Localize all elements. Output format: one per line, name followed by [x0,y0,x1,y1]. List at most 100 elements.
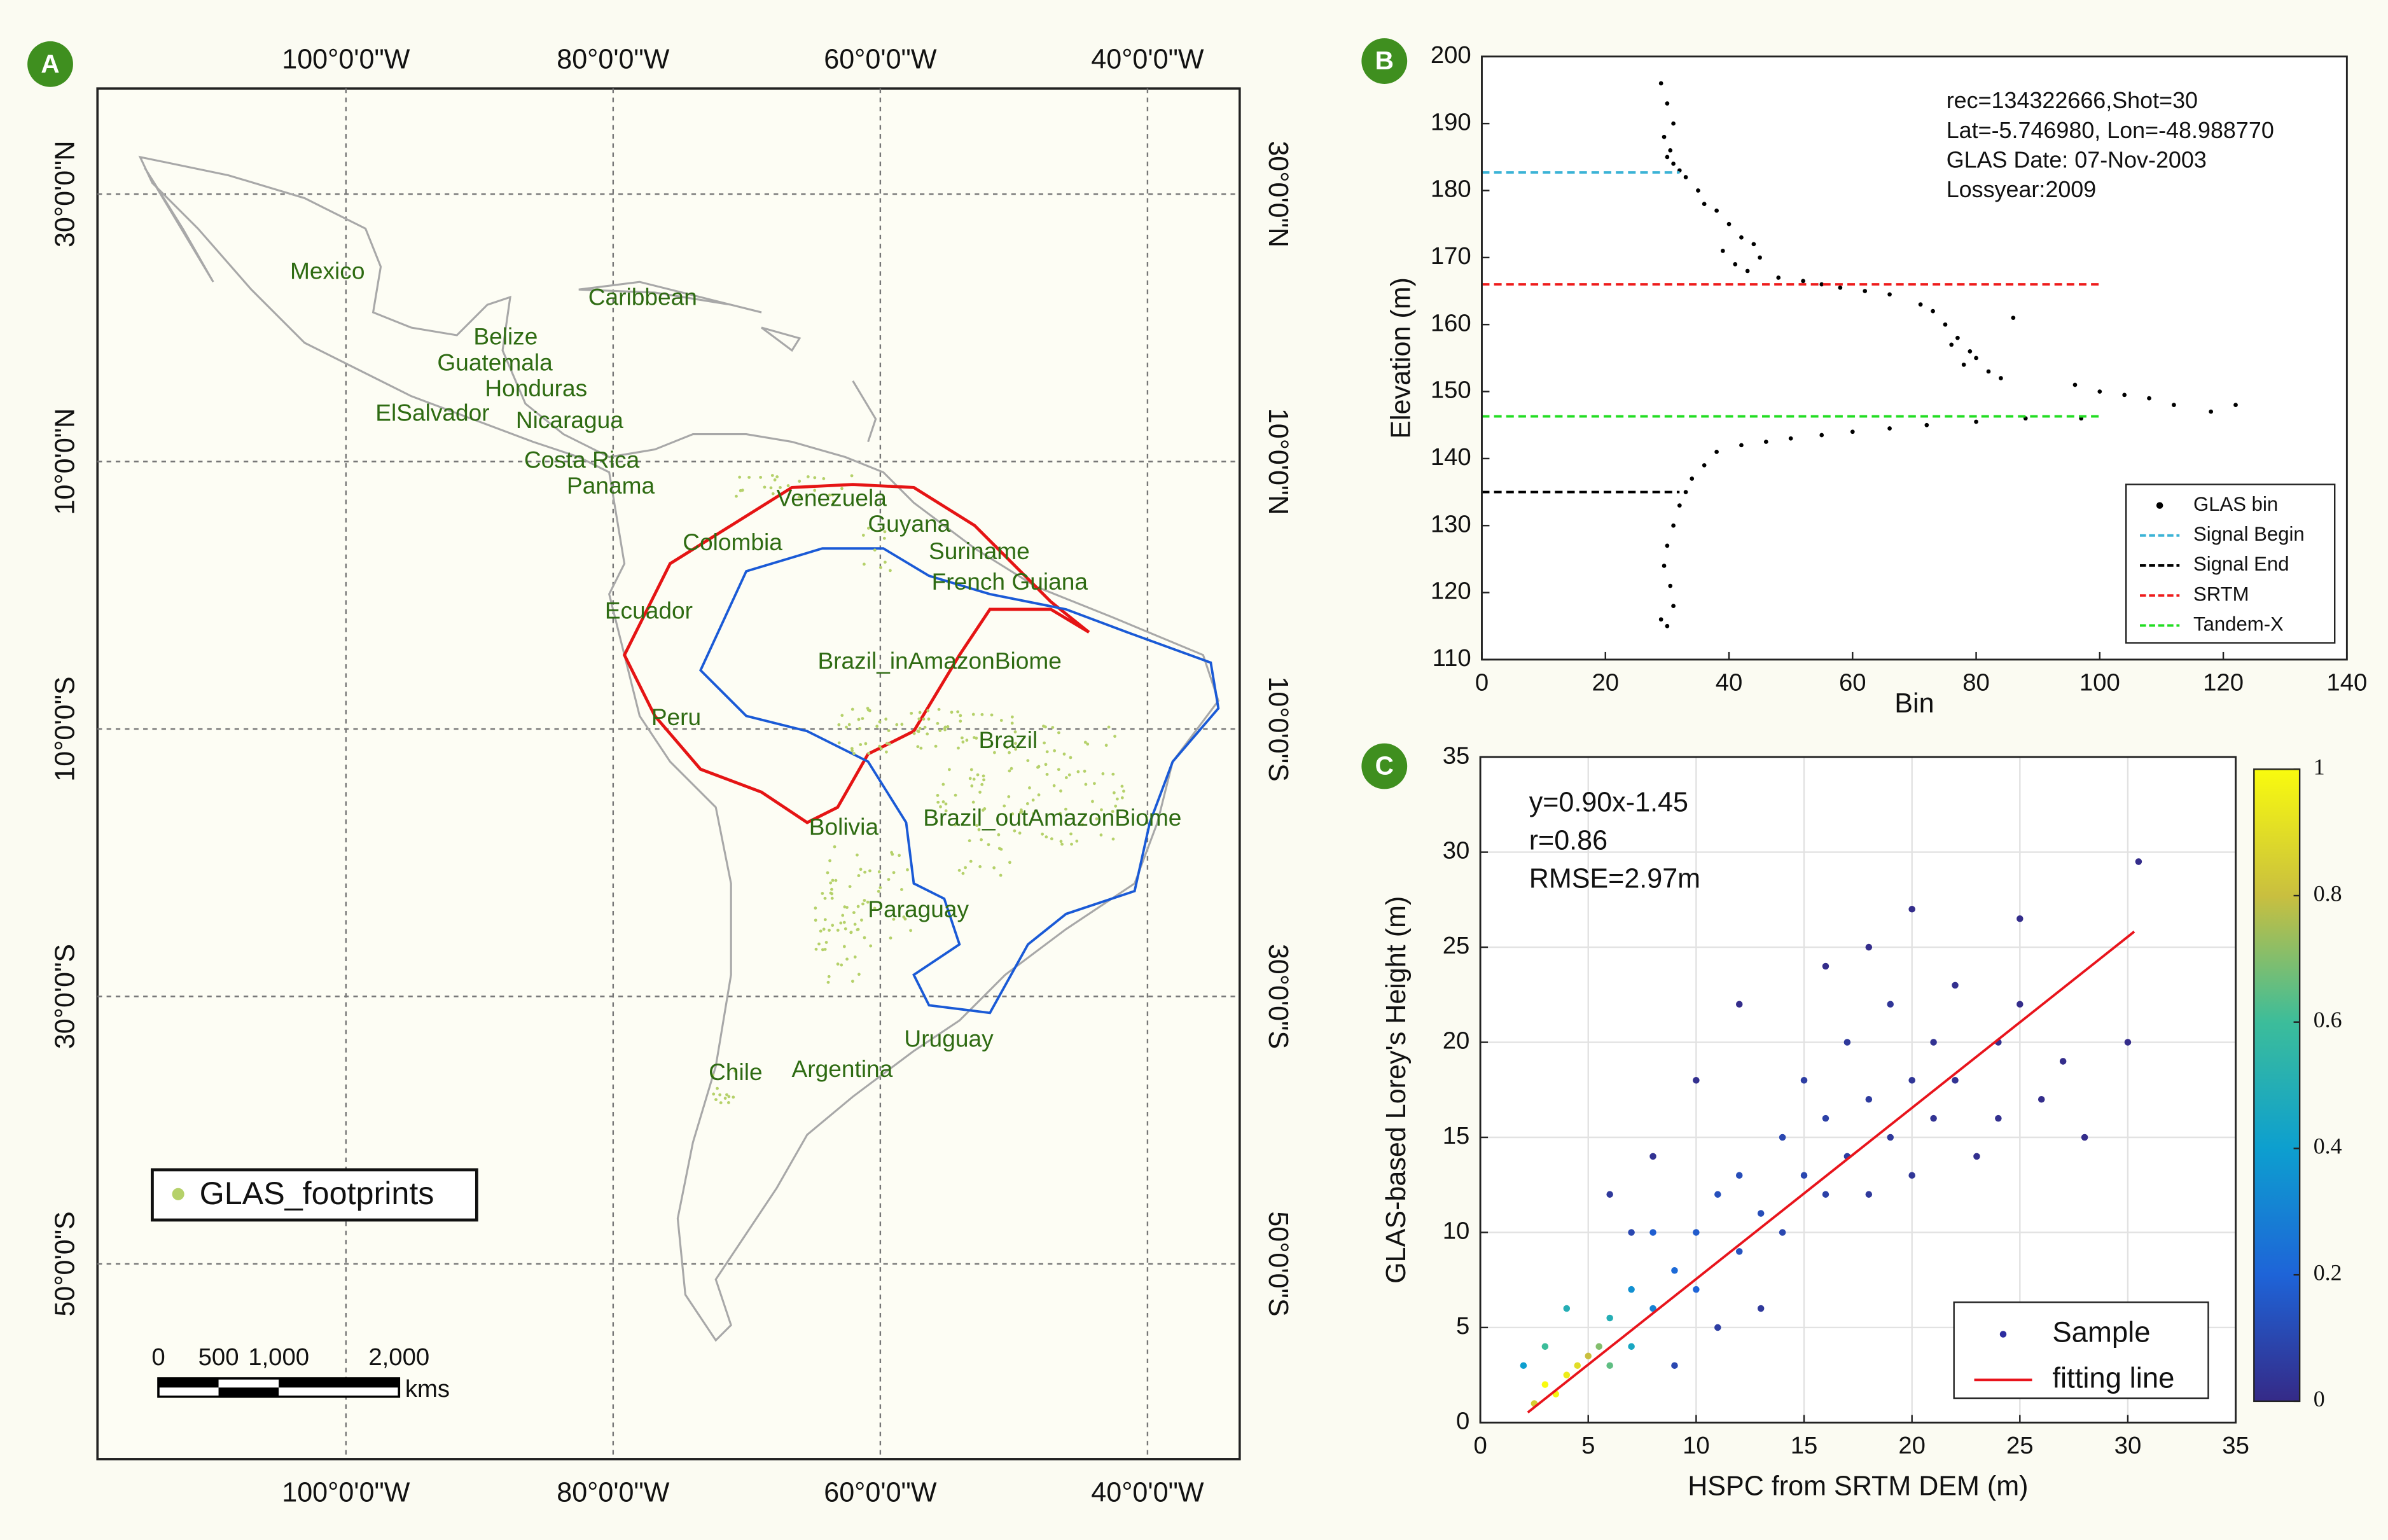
data-point [1606,1362,1613,1369]
footprint [892,871,896,875]
footprint [1011,812,1015,815]
data-point [1800,1172,1808,1179]
footprint [889,936,892,940]
footprint [1107,725,1111,729]
legend-label: Tandem-X [2193,613,2284,635]
lat-tick-label: 10°0'0"S [1263,676,1293,781]
x-axis-label: HSPC from SRTM DEM (m) [1688,1471,2028,1502]
footprint [831,499,835,503]
footprint [1069,832,1073,836]
footprint [836,962,840,966]
y-tick-label: 120 [1431,578,1471,605]
data-point [2233,403,2238,407]
footprint [1114,804,1118,808]
footprint [912,732,916,735]
data-point [1908,906,1915,913]
footprint [923,725,927,729]
data-point [2147,396,2151,401]
footprint [814,906,817,910]
footprint [1113,735,1116,738]
data-point [1671,1266,1678,1274]
footprint [857,874,861,877]
lat-tick-label: 10°0'0"N [1263,408,1293,515]
footprint [859,868,863,871]
country-label: Venezuela [777,484,887,511]
data-point [1887,292,1892,297]
footprint [971,712,975,716]
y-axis-label: Elevation (m) [1385,277,1416,439]
footprint [1067,773,1071,777]
footprint [891,852,894,856]
footprint [836,929,840,932]
footprint [813,489,817,492]
footprint [726,1101,730,1104]
data-point [1671,523,1676,528]
data-point [2081,1134,2088,1141]
legend-label: Signal End [2193,553,2289,575]
data-point [1658,617,1663,622]
data-point [1690,476,1695,481]
footprint [961,740,965,744]
panel-badge [1361,38,1408,84]
footprint [828,929,831,932]
footprint [1032,812,1036,815]
footprint [973,736,976,739]
series-line [1527,931,2135,1414]
x-tick-label: 140 [2326,669,2367,696]
footprint [1059,812,1062,815]
footprint [906,868,909,871]
data-point [1908,1172,1915,1179]
plot-frame [1479,756,2237,1424]
footprint [903,917,907,921]
footprint [822,927,826,931]
map-legend-label: GLAS_footprints [200,1175,434,1211]
footprint [1010,721,1014,725]
legend-label: GLAS bin [2193,493,2278,515]
footprint [735,494,738,498]
footprint [900,888,903,891]
footprint [926,732,929,736]
country-label: Honduras [485,375,587,401]
footprint [827,975,831,978]
footprint [999,847,1003,851]
lon-tick-label: 60°0'0"W [824,44,937,74]
footprint [831,924,835,927]
footprint [987,843,990,847]
data-point [2209,409,2214,414]
footprint [770,474,774,477]
data-point [1665,155,1670,160]
footprint [877,870,881,873]
footprint [943,728,947,732]
data-point [2059,1058,2067,1065]
footprint [821,892,824,895]
footprint [850,707,854,711]
footprint [1057,768,1060,772]
footprint [863,936,866,940]
footprint [892,917,896,921]
footprint [850,749,854,753]
footprint [779,486,782,489]
lon-tick-label: 100°0'0"W [282,44,410,74]
data-point [1763,440,1768,444]
footprint [1111,810,1114,814]
footprint [840,487,843,490]
footprint [829,881,833,885]
data-point [1822,962,1829,970]
country-label: Peru [651,704,701,730]
scale-bar-segment [158,1378,219,1388]
footprint [866,900,870,904]
footprint [860,919,863,922]
data-point [1739,235,1744,240]
footprint [1057,731,1060,735]
footprint [1100,808,1103,812]
panel-label: A [41,49,59,78]
footprint [769,486,773,490]
data-point [1908,1077,1915,1084]
x-tick-label: 0 [1475,669,1489,696]
footprint [843,905,847,909]
brazil-boundary [699,547,1220,1015]
data-point [1541,1343,1549,1350]
y-tick-label: 10 [1443,1217,1470,1245]
data-point [1658,81,1663,86]
colorbar: 0 0.2 0.4 0.6 0.8 1 [2253,754,2342,1412]
